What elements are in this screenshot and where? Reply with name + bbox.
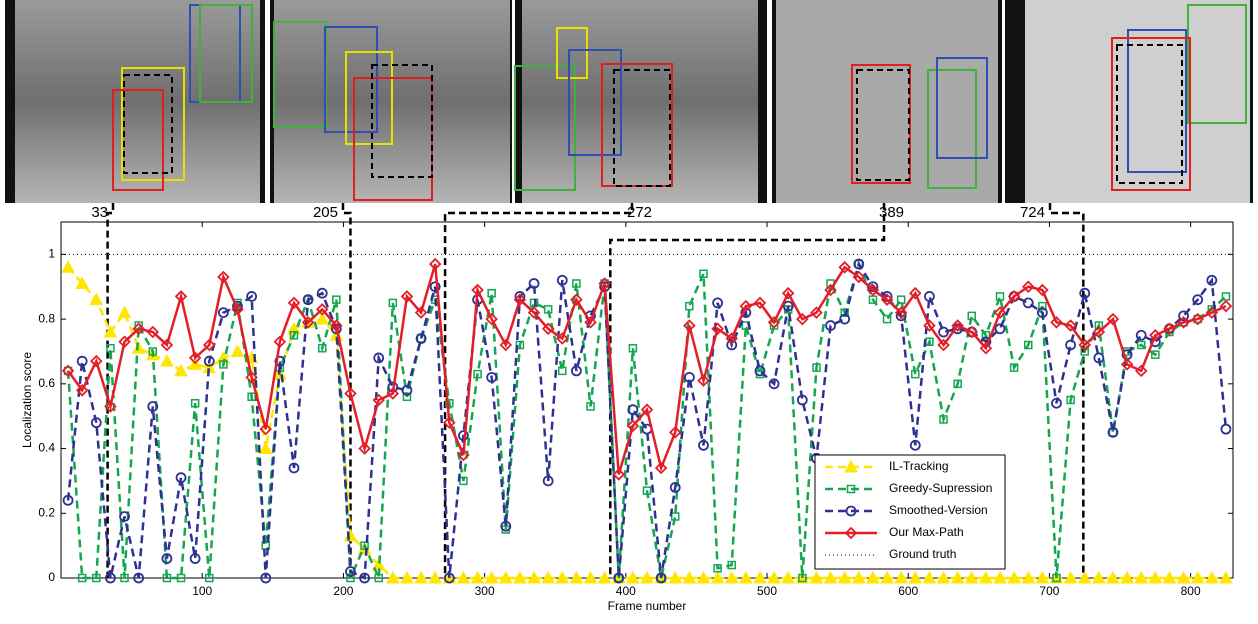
legend-label: Our Max-Path — [889, 525, 964, 539]
x-tick-label: 400 — [616, 584, 636, 598]
legend-label: Ground truth — [889, 547, 956, 561]
y-axis-label: Localization score — [20, 352, 34, 448]
x-tick-label: 500 — [757, 584, 777, 598]
legend-label: IL-Tracking — [889, 459, 949, 473]
x-tick-label: 100 — [192, 584, 212, 598]
frame-marker-label: 33 — [91, 204, 108, 221]
y-tick-label: 0.6 — [38, 376, 55, 390]
data-point — [1137, 331, 1146, 340]
data-point — [1221, 425, 1230, 434]
data-point — [1024, 298, 1033, 307]
data-point — [996, 324, 1005, 333]
data-point — [232, 345, 244, 356]
y-tick-label: 0 — [48, 570, 55, 584]
chart: Frame number Localization score 0 0.2 0.4 0… — [0, 0, 1258, 619]
y-tick-label: 0.8 — [38, 311, 55, 325]
frame-marker-line — [445, 203, 632, 578]
x-tick-label: 600 — [898, 584, 918, 598]
x-tick-label: 300 — [475, 584, 495, 598]
data-point — [161, 355, 173, 366]
y-tick-label: 0.4 — [38, 441, 55, 455]
frame-photo — [776, 0, 998, 203]
data-point — [344, 530, 356, 541]
x-tick-label: 200 — [333, 584, 353, 598]
y-tick-label: 1 — [48, 247, 55, 261]
legend-label: Smoothed-Version — [889, 503, 988, 517]
legend-label: Greedy-Supression — [889, 481, 992, 495]
data-point — [62, 261, 74, 272]
y-tick-label: 0.2 — [38, 505, 55, 519]
data-point — [90, 294, 102, 305]
data-point — [260, 443, 272, 454]
frame-marker-label: 205 — [313, 204, 338, 221]
frame-marker-label: 724 — [1020, 204, 1045, 221]
x-tick-label: 700 — [1039, 584, 1059, 598]
x-axis-label: Frame number — [608, 599, 687, 613]
video-frames — [5, 0, 1253, 203]
data-point — [119, 307, 131, 318]
x-tick-label: 800 — [1181, 584, 1201, 598]
